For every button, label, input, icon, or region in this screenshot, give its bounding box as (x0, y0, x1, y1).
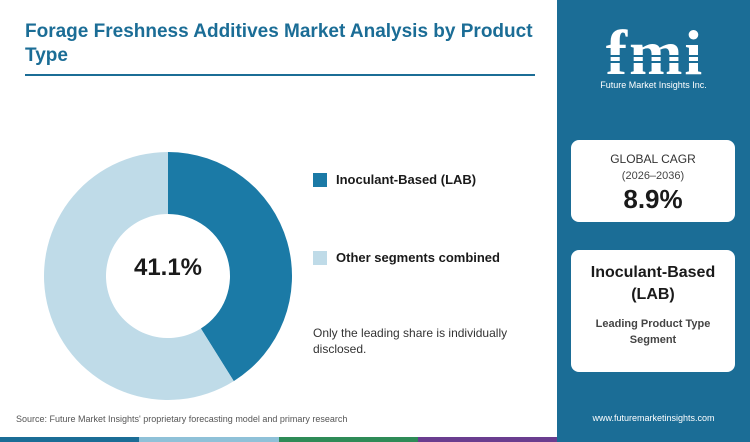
legend-item-inoculant: Inoculant-Based (LAB) (313, 172, 476, 187)
cagr-value: 8.9% (623, 184, 683, 214)
leading-segment-value: Inoculant-Based (LAB) (590, 264, 716, 303)
donut-slice-inoculant (168, 152, 292, 382)
bottom-bar-segment (278, 437, 418, 442)
source-note: Source: Future Market Insights' propriet… (16, 414, 348, 424)
legend-label-other: Other segments combined (336, 250, 500, 265)
legend-swatch-inoculant (313, 172, 327, 187)
donut-chart (44, 152, 292, 400)
main-panel: Forage Freshness Additives Market Analys… (0, 21, 557, 442)
donut-center-label: 41.1% (133, 254, 203, 281)
cagr-card: GLOBAL CAGR (2026–2036) 8.9% (571, 140, 735, 222)
svg-text:fmi: fmi (606, 17, 704, 88)
website-link[interactable]: www.futuremarketinsights.com (592, 413, 715, 423)
disclosure-note: Only the leading share is individually d… (313, 326, 508, 356)
legend-item-other: Other segments combined (313, 250, 500, 265)
chart-title: Forage Freshness Additives Market Analys… (25, 21, 533, 66)
legend-swatch-other (313, 250, 327, 265)
bottom-color-bar (0, 437, 557, 442)
cagr-label: GLOBAL CAGR (610, 152, 696, 166)
cagr-period: (2026–2036) (621, 170, 685, 182)
logo-subtitle: Future Market Insights Inc. (600, 80, 707, 90)
bottom-bar-segment (417, 437, 557, 442)
legend-label-inoculant: Inoculant-Based (LAB) (336, 172, 477, 187)
fmi-logo: fmi (592, 17, 718, 88)
bottom-bar-segment (139, 437, 279, 442)
title-divider (25, 74, 535, 76)
bottom-bar-segment (0, 437, 140, 442)
sidebar: fmi Future Market Insights Inc. GLOBAL C… (557, 0, 750, 442)
donut-slice-other (44, 152, 234, 400)
leading-segment-label: Leading Product Type Segment (595, 318, 711, 346)
leading-segment-card: Inoculant-Based (LAB) Leading Product Ty… (571, 250, 735, 372)
